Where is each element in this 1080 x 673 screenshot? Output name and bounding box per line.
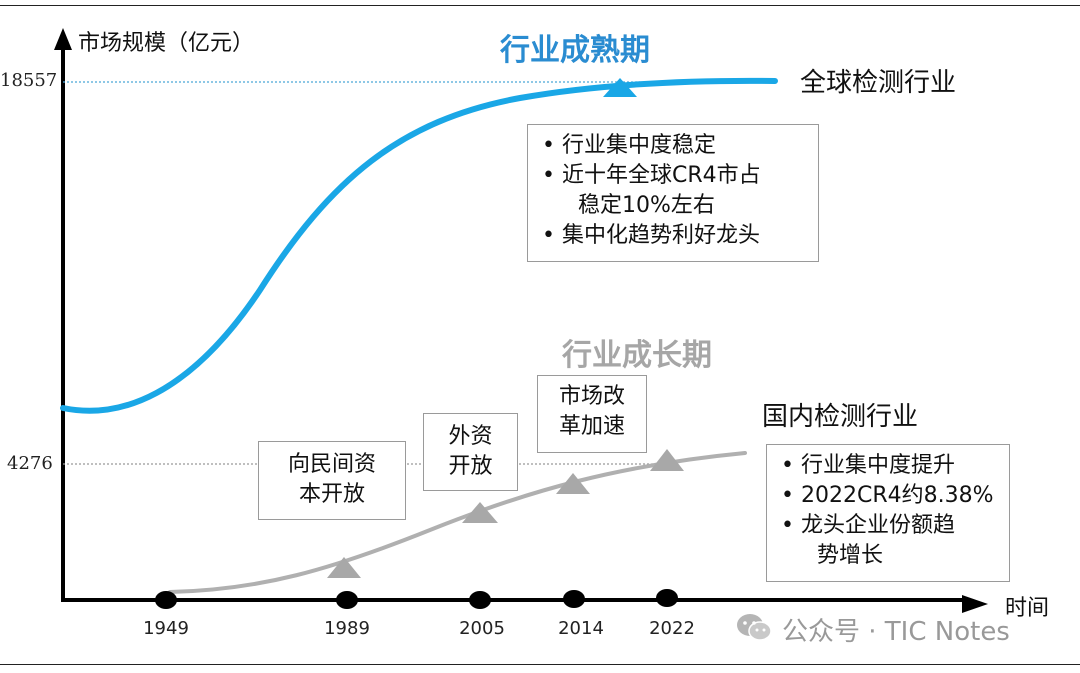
milestone-market-reform: 市场改 革加速 (537, 375, 647, 453)
global-note-2: 近十年全球CR4市占 (534, 161, 812, 191)
milestone-line: 革加速 (558, 414, 625, 439)
milestone-line: 外资 (448, 424, 493, 449)
milestone-line: 市场改 (558, 384, 625, 409)
domestic-marker-2022 (650, 449, 684, 471)
year-dot-2014 (563, 590, 585, 608)
year-dot-1989 (336, 591, 358, 609)
bottom-border (0, 664, 1080, 665)
milestone-foreign-capital: 外资 开放 (423, 413, 518, 491)
domestic-marker-2005 (462, 502, 498, 523)
wechat-icon (736, 612, 772, 642)
x-tick-1989: 1989 (324, 618, 370, 639)
domestic-phase-title: 行业成长期 (562, 338, 712, 373)
global-note-4: 集中化趋势利好龙头 (534, 221, 812, 251)
global-curve (60, 77, 778, 414)
y-tick-4276: 4276 (7, 453, 53, 474)
domestic-curve (168, 451, 747, 594)
milestone-line: 本开放 (298, 482, 365, 507)
x-tick-2005: 2005 (459, 618, 505, 639)
milestone-private-capital: 向民间资 本开放 (258, 441, 406, 520)
milestone-line: 开放 (448, 454, 493, 479)
top-border (0, 5, 1080, 6)
domestic-note-3: 龙头企业份额趋 (773, 511, 1003, 541)
global-notes-box: 行业集中度稳定 近十年全球CR4市占 稳定10%左右 集中化趋势利好龙头 (527, 124, 819, 262)
x-tick-2022: 2022 (649, 618, 695, 639)
x-tick-1949: 1949 (143, 618, 189, 639)
x-axis-label: 时间 (1005, 596, 1050, 621)
global-phase-title: 行业成熟期 (500, 33, 650, 68)
year-dot-2005 (469, 591, 491, 609)
global-note-1: 行业集中度稳定 (534, 131, 812, 161)
global-marker (603, 78, 637, 97)
global-series-label: 全球检测行业 (800, 68, 957, 98)
milestone-line: 向民间资 (287, 452, 376, 477)
x-axis-arrow (962, 595, 988, 613)
y-axis-arrow (54, 28, 72, 50)
domestic-marker-1989 (327, 557, 361, 578)
y-tick-18557: 18557 (0, 70, 58, 91)
domestic-note-2: 2022CR4约8.38% (773, 481, 1003, 511)
domestic-notes-box: 行业集中度提升 2022CR4约8.38% 龙头企业份额趋 势增长 (766, 444, 1010, 582)
domestic-note-4: 势增长 (817, 543, 884, 568)
x-tick-2014: 2014 (558, 618, 604, 639)
year-dot-1949 (155, 591, 177, 609)
domestic-note-1: 行业集中度提升 (773, 451, 1003, 481)
year-dot-2022 (656, 589, 678, 607)
domestic-marker-2014 (556, 473, 590, 494)
domestic-series-label: 国内检测行业 (762, 402, 919, 432)
watermark-text: 公众号 · TIC Notes (782, 617, 1010, 647)
global-note-3: 稳定10%左右 (578, 193, 715, 218)
y-axis-label: 市场规模（亿元） (78, 31, 255, 56)
